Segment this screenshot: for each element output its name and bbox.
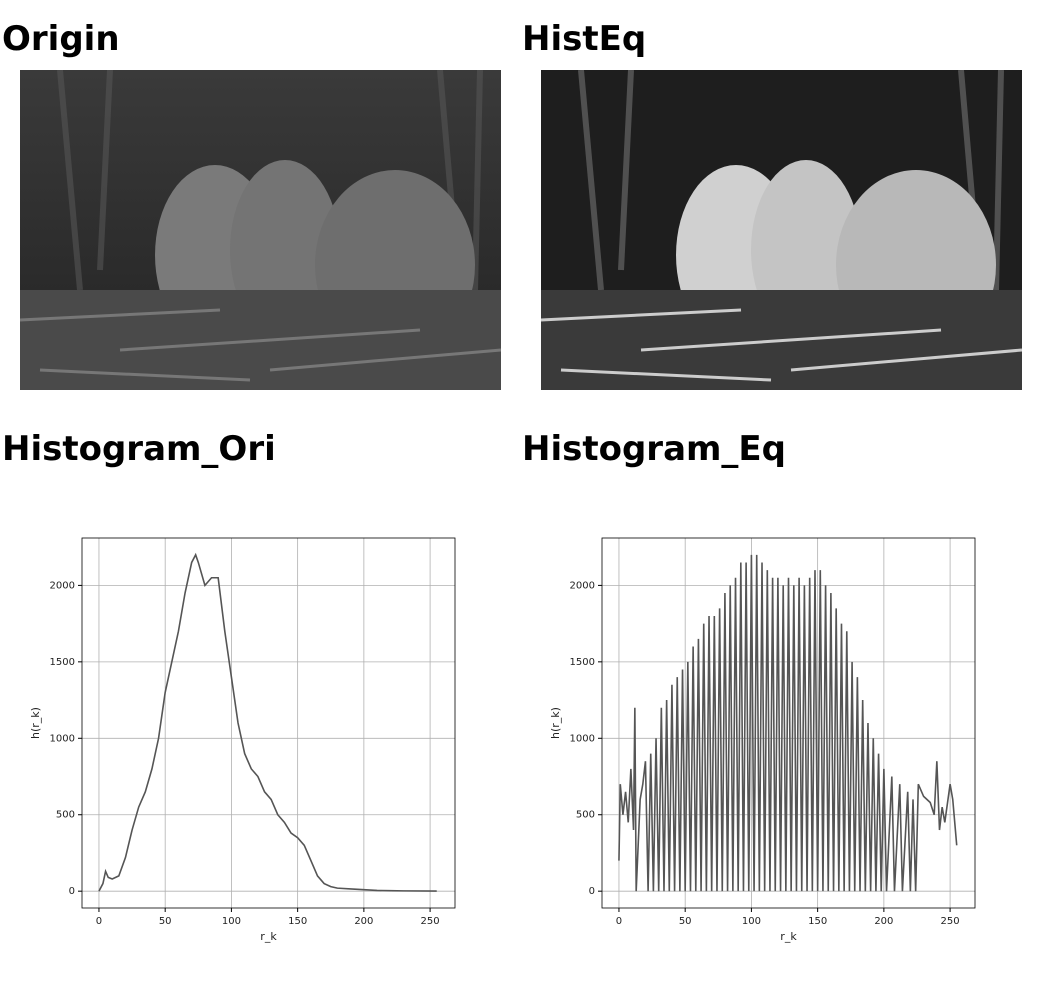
y-tick-label: 2000 <box>570 580 595 591</box>
x-tick-label: 100 <box>742 916 761 927</box>
x-tick-label: 200 <box>874 916 893 927</box>
y-tick-label: 500 <box>56 810 75 821</box>
x-tick-label: 0 <box>616 916 622 927</box>
y-axis-label: h(r_k) <box>29 707 42 739</box>
y-tick-label: 1000 <box>570 733 595 744</box>
x-tick-label: 200 <box>354 916 373 927</box>
chart-title: Histogram_Eq <box>522 429 786 469</box>
x-tick-label: 0 <box>96 916 102 927</box>
y-tick-label: 0 <box>589 886 595 897</box>
x-axis-label: r_k <box>780 930 797 943</box>
x-tick-label: 50 <box>159 916 172 927</box>
y-tick-label: 500 <box>576 810 595 821</box>
y-tick-label: 1500 <box>50 657 75 668</box>
line-series <box>618 554 958 892</box>
line-series <box>98 552 437 892</box>
image-title: Origin <box>2 19 120 59</box>
plot-frame <box>601 537 976 909</box>
x-tick-label: 250 <box>941 916 960 927</box>
x-axis-label: r_k <box>260 930 277 943</box>
y-tick-label: 0 <box>69 886 75 897</box>
x-tick-label: 100 <box>222 916 241 927</box>
x-tick-label: 150 <box>288 916 307 927</box>
x-tick-label: 150 <box>808 916 827 927</box>
chart: 0 500 1000 1500 2000 0 50 100 150 200 250 r_k h(r_k) <box>29 537 456 943</box>
y-tick-label: 2000 <box>50 580 75 591</box>
image-equalized <box>541 70 1022 390</box>
y-axis-label: h(r_k) <box>549 707 562 739</box>
x-tick-label: 250 <box>421 916 440 927</box>
plot-frame <box>81 537 456 909</box>
y-tick-label: 1500 <box>570 657 595 668</box>
chart-title: Histogram_Ori <box>2 429 276 469</box>
image-original <box>20 70 501 390</box>
x-tick-label: 50 <box>679 916 692 927</box>
image-title: HistEq <box>522 19 647 59</box>
chart: 0 500 1000 1500 2000 0 50 100 150 200 250 r_k h(r_k) <box>549 537 976 943</box>
y-tick-label: 1000 <box>50 733 75 744</box>
